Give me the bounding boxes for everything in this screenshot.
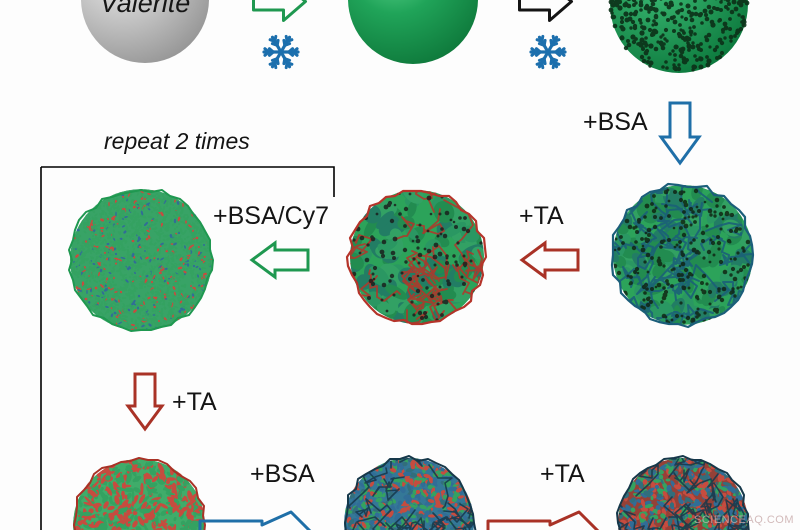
svg-text:Valerite: Valerite (100, 0, 191, 18)
